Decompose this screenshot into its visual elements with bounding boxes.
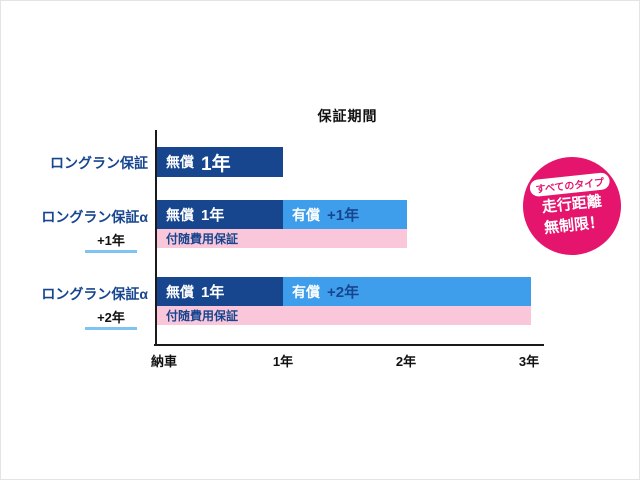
bar-row2-free: 無償 1年 [157, 200, 283, 229]
bar-row2-paid-label: 有償 [292, 206, 320, 223]
bar-row3-free-label: 無償 [166, 283, 194, 300]
badge-unlimited-text: 無制限！ [543, 213, 605, 237]
row-sublabel-plus-2year: +2年 [85, 307, 137, 330]
bar-row3-free: 無償 1年 [157, 277, 283, 306]
x-axis-line [154, 344, 544, 346]
row-label-longrun-alpha-1: ロングラン保証α [41, 209, 148, 225]
bar-row2-free-label: 無償 [166, 206, 194, 223]
row-sublabel-plus-1year: +1年 [85, 230, 137, 253]
bar-row2-paid: 有償 +1年 [283, 200, 407, 229]
bar-row3-incidental: 付随費用保証 [157, 306, 531, 325]
bar-row1-free-term: 1年 [201, 153, 231, 175]
x-tick-year3: 3年 [518, 354, 540, 369]
x-tick-year2: 2年 [395, 354, 417, 369]
x-tick-year1: 1年 [272, 354, 294, 369]
bar-row3-paid-label: 有償 [292, 283, 320, 300]
bar-row3-paid-term: +2年 [327, 284, 360, 301]
bar-row2-incidental: 付随費用保証 [157, 229, 407, 248]
bar-row3-incidental-label: 付随費用保証 [166, 309, 239, 323]
row-label-longrun: ロングラン保証 [50, 155, 148, 171]
bar-row2-incidental-label: 付随費用保証 [166, 232, 239, 246]
x-tick-delivery: 納車 [150, 354, 177, 369]
bar-row1-free-label: 無償 [166, 154, 194, 170]
row-label-longrun-alpha-2: ロングラン保証α [41, 286, 148, 302]
bar-row3-free-term: 1年 [201, 284, 225, 301]
bar-row1-free: 無償 1年 [157, 147, 283, 177]
bar-row2-paid-term: +1年 [327, 207, 360, 224]
unlimited-mileage-badge: すべてのタイプ 走行距離 無制限！ [518, 152, 626, 260]
bar-row2-free-term: 1年 [201, 207, 225, 224]
chart-title: 保証期間 [317, 108, 378, 124]
bar-row3-paid: 有償 +2年 [283, 277, 531, 306]
y-axis-line [155, 130, 157, 346]
